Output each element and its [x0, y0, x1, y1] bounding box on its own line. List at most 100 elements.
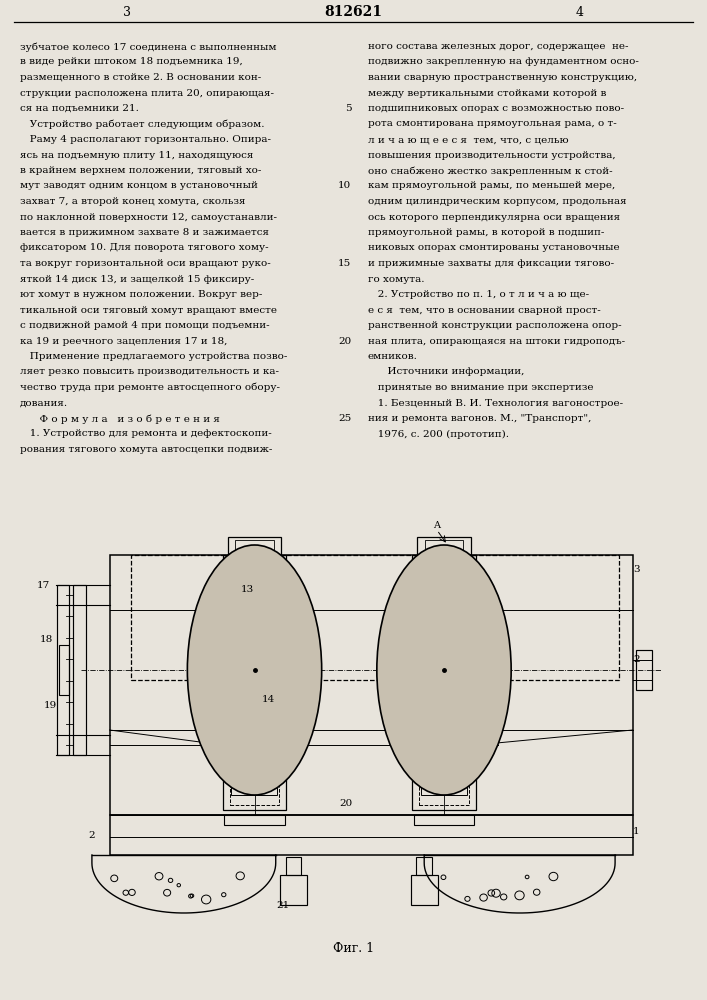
Text: принятые во внимание при экспертизе: принятые во внимание при экспертизе — [368, 383, 593, 392]
Bar — [416, 857, 432, 875]
Text: в виде рейки штоком 18 подъемника 19,: в виде рейки штоком 18 подъемника 19, — [20, 57, 243, 66]
Bar — [411, 875, 438, 905]
Text: рования тягового хомута автосцепки подвиж-: рования тягового хомута автосцепки подви… — [20, 445, 272, 454]
Text: повышения производительности устройства,: повышения производительности устройства, — [368, 151, 615, 160]
Bar — [636, 650, 652, 690]
Text: подшипниковых опорах с возможностью пово-: подшипниковых опорах с возможностью пово… — [368, 104, 624, 113]
Text: ка 19 и реечного зацепления 17 и 18,: ка 19 и реечного зацепления 17 и 18, — [20, 336, 227, 346]
Bar — [131, 555, 619, 680]
Bar — [223, 730, 286, 810]
Text: Ф о р м у л а   и з о б р е т е н и я: Ф о р м у л а и з о б р е т е н и я — [20, 414, 220, 424]
Text: 10: 10 — [338, 182, 351, 190]
Bar — [421, 770, 467, 795]
Bar — [230, 560, 279, 600]
Text: ного состава железных дорог, содержащее  не-: ного состава железных дорог, содержащее … — [368, 42, 628, 51]
Bar — [424, 540, 464, 552]
Text: и прижимные захваты для фиксации тягово-: и прижимные захваты для фиксации тягово- — [368, 259, 614, 268]
Bar — [73, 585, 86, 755]
Ellipse shape — [377, 545, 511, 795]
Text: емников.: емников. — [368, 352, 418, 361]
Text: по наклонной поверхности 12, самоустанавли-: по наклонной поверхности 12, самоустанав… — [20, 213, 277, 222]
Text: размещенного в стойке 2. В основании кон-: размещенного в стойке 2. В основании кон… — [20, 73, 261, 82]
Text: струкции расположена плита 20, опирающая-: струкции расположена плита 20, опирающая… — [20, 89, 274, 98]
Text: прямоугольной рамы, в которой в подшип-: прямоугольной рамы, в которой в подшип- — [368, 228, 604, 237]
Bar — [412, 730, 476, 810]
Text: 19: 19 — [45, 700, 57, 710]
Text: с подвижной рамой 4 при помощи подъемни-: с подвижной рамой 4 при помощи подъемни- — [20, 321, 269, 330]
Bar — [414, 815, 474, 825]
Text: Устройство работает следующим образом.: Устройство работает следующим образом. — [20, 119, 264, 129]
Text: ясь на подъемную плиту 11, находящуюся: ясь на подъемную плиту 11, находящуюся — [20, 151, 253, 160]
Text: Фиг. 1: Фиг. 1 — [333, 942, 374, 954]
Text: 1976, с. 200 (прототип).: 1976, с. 200 (прототип). — [368, 430, 508, 439]
Text: никовых опорах смонтированы установочные: никовых опорах смонтированы установочные — [368, 243, 619, 252]
Text: Источники информации,: Источники информации, — [368, 367, 524, 376]
Bar — [223, 555, 286, 610]
Text: 18: 18 — [40, 636, 52, 645]
Ellipse shape — [187, 545, 322, 795]
Bar — [235, 540, 274, 552]
Text: 5: 5 — [345, 104, 351, 113]
Bar — [228, 537, 281, 555]
Text: кам прямоугольной рамы, по меньшей мере,: кам прямоугольной рамы, по меньшей мере, — [368, 182, 615, 190]
Bar — [419, 735, 469, 805]
Text: тикальной оси тяговый хомут вращают вместе: тикальной оси тяговый хомут вращают вмес… — [20, 306, 277, 315]
Bar — [231, 770, 277, 795]
Text: вается в прижимном захвате 8 и зажимается: вается в прижимном захвате 8 и зажимаетс… — [20, 228, 269, 237]
Text: подвижно закрепленную на фундаментном осно-: подвижно закрепленную на фундаментном ос… — [368, 57, 638, 66]
Bar — [110, 815, 633, 855]
Text: е с я  тем, что в основании сварной прост-: е с я тем, что в основании сварной прост… — [368, 306, 600, 315]
Text: 2: 2 — [633, 656, 640, 664]
Text: ранственной конструкции расположена опор-: ранственной конструкции расположена опор… — [368, 321, 621, 330]
Text: A: A — [433, 745, 440, 754]
Text: ная плита, опирающаяся на штоки гидроподъ-: ная плита, опирающаяся на штоки гидропод… — [368, 336, 625, 346]
Text: захват 7, а второй конец хомута, скользя: захват 7, а второй конец хомута, скользя — [20, 197, 245, 206]
Bar — [286, 857, 301, 875]
Text: та вокруг горизонтальной оси вращают руко-: та вокруг горизонтальной оси вращают рук… — [20, 259, 271, 268]
Text: A: A — [433, 521, 440, 530]
Bar — [57, 585, 69, 755]
Bar — [412, 555, 476, 610]
Text: 21: 21 — [276, 900, 289, 910]
Text: 812621: 812621 — [325, 5, 382, 19]
Text: Применение предлагаемого устройства позво-: Применение предлагаемого устройства позв… — [20, 352, 287, 361]
Bar — [230, 735, 279, 805]
Text: рота смонтирована прямоугольная рама, о т-: рота смонтирована прямоугольная рама, о … — [368, 119, 617, 128]
Bar — [231, 743, 277, 768]
Text: 4: 4 — [575, 6, 584, 19]
Text: ют хомут в нужном положении. Вокруг вер-: ют хомут в нужном положении. Вокруг вер- — [20, 290, 262, 299]
Text: зубчатое колесо 17 соединена с выполненным: зубчатое колесо 17 соединена с выполненн… — [20, 42, 276, 51]
Text: яткой 14 диск 13, и защелкой 15 фиксиру-: яткой 14 диск 13, и защелкой 15 фиксиру- — [20, 274, 254, 284]
Text: фиксатором 10. Для поворота тягового хому-: фиксатором 10. Для поворота тягового хом… — [20, 243, 269, 252]
Bar — [419, 560, 469, 600]
Text: 15: 15 — [338, 259, 351, 268]
Bar — [59, 645, 69, 695]
Text: 2: 2 — [88, 830, 95, 840]
Text: дования.: дования. — [20, 399, 68, 408]
Text: Раму 4 располагают горизонтально. Опира-: Раму 4 располагают горизонтально. Опира- — [20, 135, 271, 144]
Bar — [280, 875, 307, 905]
Text: 17: 17 — [37, 580, 50, 589]
Text: ось которого перпендикулярна оси вращения: ось которого перпендикулярна оси вращени… — [368, 213, 620, 222]
Text: оно снабжено жестко закрепленным к стой-: оно снабжено жестко закрепленным к стой- — [368, 166, 612, 176]
Text: ляет резко повысить производительность и ка-: ляет резко повысить производительность и… — [20, 367, 279, 376]
Text: 13: 13 — [241, 585, 254, 594]
Text: мут заводят одним концом в установочный: мут заводят одним концом в установочный — [20, 182, 257, 190]
Text: 3: 3 — [123, 6, 132, 19]
Text: между вертикальными стойками которой в: между вертикальными стойками которой в — [368, 89, 606, 98]
Text: 14: 14 — [262, 696, 275, 704]
Text: чество труда при ремонте автосцепного обору-: чество труда при ремонте автосцепного об… — [20, 383, 280, 392]
Bar — [421, 743, 467, 768]
Text: го хомута.: го хомута. — [368, 274, 424, 284]
Bar — [110, 555, 633, 815]
Text: вании сварную пространственную конструкцию,: вании сварную пространственную конструкц… — [368, 73, 637, 82]
Text: 1. Устройство для ремонта и дефектоскопи-: 1. Устройство для ремонта и дефектоскопи… — [20, 430, 271, 438]
Text: в крайнем верхнем положении, тяговый хо-: в крайнем верхнем положении, тяговый хо- — [20, 166, 261, 175]
Text: 1: 1 — [633, 828, 640, 836]
Text: 20: 20 — [340, 798, 353, 808]
Text: ния и ремонта вагонов. М., "Транспорт",: ния и ремонта вагонов. М., "Транспорт", — [368, 414, 591, 423]
Text: одним цилиндрическим корпусом, продольная: одним цилиндрическим корпусом, продольна… — [368, 197, 626, 206]
Text: 3: 3 — [633, 566, 640, 574]
Text: 1. Безценный В. И. Технология вагонострое-: 1. Безценный В. И. Технология вагоностро… — [368, 399, 623, 408]
Bar — [417, 537, 471, 555]
